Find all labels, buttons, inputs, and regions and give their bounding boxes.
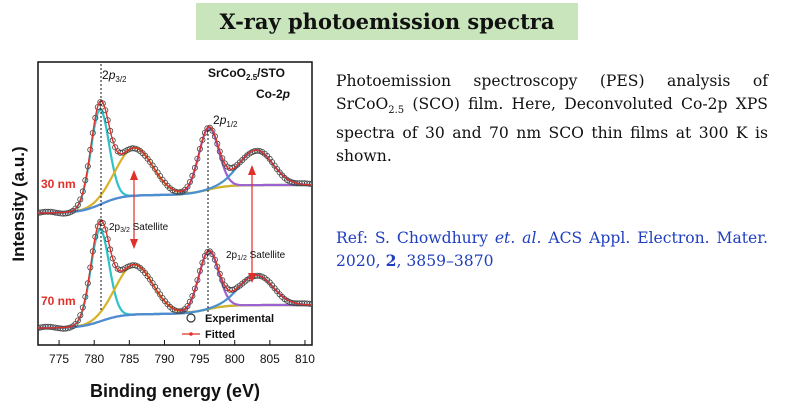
experimental-point bbox=[219, 155, 226, 162]
x-tick-label: 780 bbox=[84, 352, 104, 366]
legend-marker-experimental bbox=[186, 313, 196, 323]
reference-text: Ref: S. Chowdhury et. al. ACS Appl. Elec… bbox=[336, 229, 768, 270]
fitted-curve bbox=[38, 99, 312, 214]
experimental-point bbox=[204, 125, 211, 132]
plot-frame bbox=[37, 61, 313, 346]
legend-experimental: Experimental bbox=[205, 313, 274, 325]
experimental-point bbox=[74, 317, 81, 324]
core-level-label: Co-2p bbox=[256, 87, 290, 101]
x-tick-label: 795 bbox=[190, 352, 210, 366]
experimental-point bbox=[219, 277, 226, 284]
experimental-point bbox=[186, 298, 193, 305]
x-tick-label: 785 bbox=[119, 352, 139, 366]
x-tick-label: 810 bbox=[295, 352, 315, 366]
experimental-point bbox=[64, 210, 71, 217]
experimental-point bbox=[209, 127, 216, 134]
experimental-point bbox=[109, 255, 116, 262]
x-axis-label: Binding energy (eV) bbox=[90, 381, 260, 401]
experimental-point bbox=[201, 129, 208, 136]
experimental-point bbox=[74, 201, 81, 208]
x-tick-label: 800 bbox=[225, 352, 245, 366]
experimental-point bbox=[176, 308, 183, 315]
xps-figure: 2p3/2 2p1/2 SrCoO2.5/STO Co-2p 2p3/2 Sat… bbox=[9, 61, 315, 401]
experimental-point bbox=[176, 189, 183, 196]
experimental-point bbox=[209, 251, 216, 258]
legend-fitted: Fitted bbox=[205, 329, 235, 341]
page-title: X-ray photoemission spectra bbox=[196, 3, 578, 40]
description-text: Photoemission spectroscopy (PES) analysi… bbox=[336, 72, 768, 165]
x-tick-label: 775 bbox=[49, 352, 69, 366]
experimental-point bbox=[99, 219, 106, 226]
experimental-point bbox=[306, 300, 312, 307]
x-tick-label: 790 bbox=[154, 352, 174, 366]
label-30nm: 30 nm bbox=[41, 177, 76, 191]
fitted-curve bbox=[38, 219, 312, 329]
label-70nm: 70 nm bbox=[41, 294, 76, 308]
experimental-point bbox=[256, 272, 263, 279]
y-axis-label: Intensity (a.u.) bbox=[9, 146, 28, 261]
experimental-point bbox=[64, 325, 71, 332]
experimental-point bbox=[184, 183, 191, 190]
satellite-label-12: 2p1/2 Satellite bbox=[226, 250, 286, 262]
experimental-point bbox=[186, 178, 193, 185]
x-tick-label: 805 bbox=[260, 352, 280, 366]
experimental-point bbox=[306, 180, 312, 187]
experimental-point bbox=[99, 100, 106, 107]
sample-label: SrCoO2.5/STO bbox=[208, 66, 285, 82]
satellite-label-32: 2p3/2 Satellite bbox=[109, 222, 169, 234]
experimental-point bbox=[204, 248, 211, 255]
